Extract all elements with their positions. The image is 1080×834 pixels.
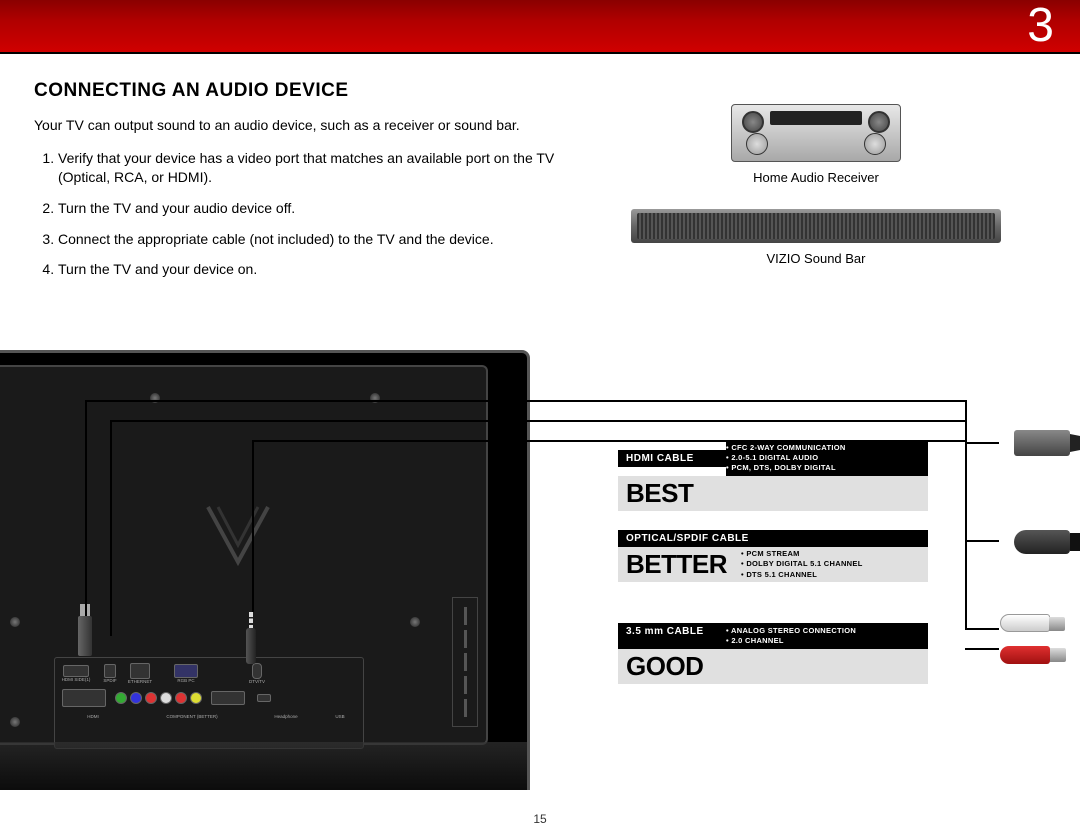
footnote: Note: The image shown here is for illust… [0, 817, 283, 834]
cable-title: HDMI CABLE [618, 450, 726, 467]
hdmi-connector-icon [78, 616, 92, 656]
chapter-number: 3 [1027, 0, 1054, 53]
rca-plug-icon [1000, 614, 1070, 664]
receiver-label: Home Audio Receiver [706, 170, 926, 185]
steps-list: Verify that your device has a video port… [34, 149, 594, 279]
step-item: Verify that your device has a video port… [58, 149, 594, 187]
content-area: CONNECTING AN AUDIO DEVICE Your TV can o… [34, 80, 1046, 291]
rear-port-panel: HDMI SIDE(1) SPDIF ETHERNET RGB PC DTV/T… [54, 657, 364, 749]
step-item: Turn the TV and your audio device off. [58, 199, 594, 218]
vizio-logo-icon [198, 497, 278, 577]
cable-title: OPTICAL/SPDIF CABLE [618, 530, 928, 547]
chapter-header: 3 [0, 0, 1080, 54]
side-port-panel [452, 597, 478, 727]
intro-text: Your TV can output sound to an audio dev… [34, 116, 574, 135]
cable-rating: BEST [626, 478, 693, 509]
audio-jack-icon [246, 628, 256, 664]
cable-rating: BETTER [626, 549, 727, 580]
cable-bullet: • DTS 5.1 CHANNEL [741, 570, 863, 580]
tv-body: HDMI SIDE(1) SPDIF ETHERNET RGB PC DTV/T… [0, 350, 530, 790]
cable-bullet: • DOLBY DIGITAL 5.1 CHANNEL [741, 559, 863, 569]
step-item: Turn the TV and your device on. [58, 260, 594, 279]
cable-bullet: • 2.0 CHANNEL [726, 636, 920, 646]
connection-diagram: HDMI SIDE(1) SPDIF ETHERNET RGB PC DTV/T… [0, 350, 1080, 834]
cable-better-block: OPTICAL/SPDIF CABLE BETTER • PCM STREAM … [618, 530, 928, 582]
cable-rating: GOOD [626, 651, 703, 682]
optical-plug-icon [1014, 530, 1070, 554]
cable-bullet: • PCM, DTS, DOLBY DIGITAL [726, 463, 920, 473]
cable-bullet: • CFC 2-WAY COMMUNICATION [726, 443, 920, 453]
cable-bullet: • ANALOG STEREO CONNECTION [726, 626, 920, 636]
cable-good-block: 3.5 mm CABLE • ANALOG STEREO CONNECTION … [618, 623, 928, 684]
cable-bullet: • 2.0-5.1 DIGITAL AUDIO [726, 453, 920, 463]
step-item: Connect the appropriate cable (not inclu… [58, 230, 594, 249]
soundbar-label: VIZIO Sound Bar [631, 251, 1001, 266]
receiver-icon [731, 104, 901, 162]
soundbar-icon [631, 209, 1001, 243]
section-title: CONNECTING AN AUDIO DEVICE [34, 80, 1046, 102]
cable-bullet: • PCM STREAM [741, 549, 863, 559]
page-number: 15 [533, 812, 546, 826]
cable-best-block: HDMI CABLE • CFC 2-WAY COMMUNICATION • 2… [618, 440, 928, 511]
cable-title: 3.5 mm CABLE [618, 623, 726, 649]
device-illustrations: Home Audio Receiver VIZIO Sound Bar [706, 104, 926, 290]
hdmi-plug-icon [1014, 430, 1070, 456]
